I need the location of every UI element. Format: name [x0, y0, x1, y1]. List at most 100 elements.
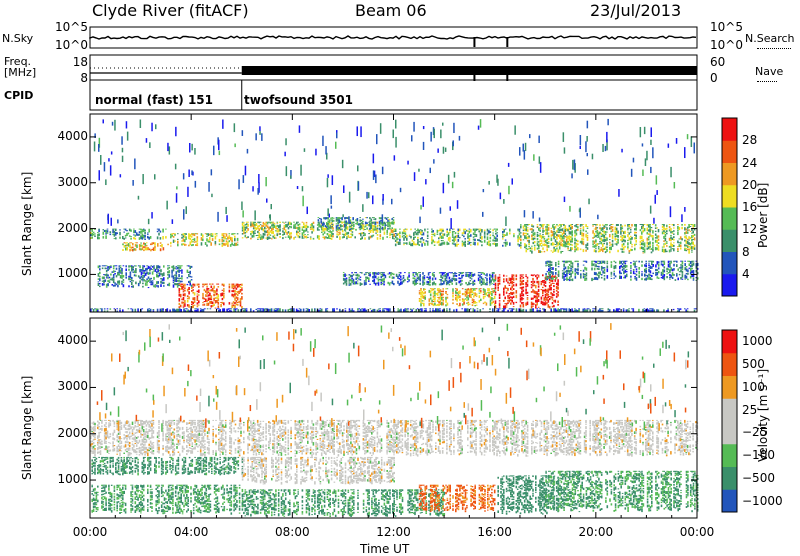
heatmap-cell-band-10	[430, 290, 432, 292]
heatmap-cell-band-13	[352, 310, 354, 312]
heatmap-cell-band-13	[288, 309, 290, 312]
heatmap-cell-band-6	[687, 245, 689, 246]
heatmap-cell-band-13	[379, 308, 381, 309]
heatmap-cell-band-11	[545, 294, 547, 296]
heatmap-cell-band-9	[378, 277, 380, 278]
heatmap-cell-band-2	[195, 233, 197, 234]
heatmap-cell-band-8	[191, 304, 193, 305]
heatmap-cell-band-7	[159, 270, 161, 272]
heatmap-cell-band-9	[418, 277, 420, 280]
heatmap-cell-band-0	[91, 451, 93, 453]
heatmap-cell-band-6	[539, 227, 541, 229]
heatmap-cell-band-0	[140, 229, 142, 230]
heatmap-cell-band-0	[126, 441, 128, 442]
heatmap-cell-band-3	[264, 230, 266, 232]
heatmap-cell-band-10	[420, 303, 422, 306]
heatmap-cell-band-6	[615, 236, 617, 237]
heatmap-speckle	[327, 174, 329, 178]
heatmap-cell-band-3	[304, 234, 306, 235]
heatmap-cell-band-6	[553, 231, 555, 233]
heatmap-cell-band-13	[311, 309, 313, 312]
heatmap-cell-band-6	[602, 227, 604, 230]
heatmap-cell-band-9	[372, 272, 374, 274]
heatmap-cell-band-4	[365, 225, 367, 226]
heatmap-cell-band-5	[474, 230, 476, 233]
heatmap-cell-band-6	[597, 237, 599, 238]
heatmap-cell-band-7	[156, 281, 158, 284]
heatmap-cell-band-2	[177, 244, 179, 247]
heatmap-cell-band-0	[98, 233, 100, 236]
heatmap-cell-band-4	[366, 224, 368, 226]
heatmap-cell-band-1	[125, 245, 127, 247]
heatmap-cell-band-5	[488, 230, 490, 233]
heatmap-cell-band-11	[521, 295, 523, 297]
heatmap-cell-band-0	[225, 436, 227, 439]
heatmap-cell-band-6	[527, 229, 529, 232]
heatmap-cell-band-3	[274, 225, 276, 228]
heatmap-speckle	[183, 209, 185, 219]
heatmap-cell-band-1	[132, 249, 134, 251]
heatmap-cell-band-1	[135, 248, 137, 251]
heatmap-cell-band-0	[144, 239, 146, 241]
heatmap-cell-band-8	[241, 293, 243, 295]
heatmap-cell-band-12	[586, 261, 588, 263]
heatmap-cell-band-9	[428, 272, 430, 275]
heatmap-cell-band-13	[684, 308, 686, 309]
heatmap-cell-band-6	[663, 232, 665, 234]
heatmap-cell-band-10	[441, 293, 443, 296]
heatmap-cell-band-0	[103, 229, 105, 230]
heatmap-cell-band-12	[558, 261, 560, 263]
heatmap-cell-band-4	[357, 221, 359, 223]
heatmap-cell-band-0	[115, 232, 117, 236]
heatmap-cell-band-0	[172, 446, 174, 448]
heatmap-cell-band-0	[183, 442, 185, 444]
heatmap-cell-band-11	[521, 276, 523, 277]
heatmap-cell-band-0	[225, 422, 227, 424]
heatmap-cell-band-0	[176, 446, 178, 449]
heatmap-cell-band-0	[204, 440, 206, 442]
heatmap-cell-band-13	[318, 310, 320, 312]
heatmap-cell-band-6	[581, 235, 583, 237]
heatmap-cell-band-13	[582, 309, 584, 312]
heatmap-cell-band-9	[422, 272, 424, 275]
heatmap-cell-band-3	[254, 233, 256, 234]
heatmap-cell-band-3	[295, 237, 297, 238]
heatmap-cell-band-13	[466, 308, 468, 312]
heatmap-cell-band-7	[144, 275, 146, 278]
heatmap-cell-band-2	[192, 239, 194, 240]
heatmap-speckle	[284, 152, 286, 157]
heatmap-cell-band-6	[603, 248, 605, 250]
heatmap-cell-band-9	[465, 274, 467, 278]
heatmap-cell-band-7	[176, 283, 178, 285]
heatmap-cell-band-11	[532, 282, 534, 284]
heatmap-cell-band-9	[381, 282, 383, 284]
heatmap-cell-band-0	[204, 428, 206, 430]
velocity-data-layer	[90, 323, 699, 517]
heatmap-cell-band-9	[408, 279, 410, 281]
heatmap-cell-band-13	[542, 308, 544, 309]
heatmap-cell-band-1	[150, 244, 152, 246]
heatmap-cell-band-11	[509, 283, 511, 284]
heatmap-cell-band-7	[155, 284, 157, 285]
heatmap-speckle	[670, 167, 672, 177]
heatmap-speckle	[252, 186, 254, 191]
heatmap-cell-band-5	[403, 235, 405, 236]
heatmap-cell-band-9	[393, 274, 395, 276]
heatmap-cell-band-0	[208, 428, 210, 431]
heatmap-cell-band-0	[235, 439, 237, 441]
heatmap-cell-band-0	[135, 436, 137, 439]
heatmap-cell-band-0	[193, 448, 195, 450]
heatmap-cell-band-6	[640, 229, 642, 231]
heatmap-cell-band-11	[557, 294, 559, 297]
heatmap-cell-band-11	[510, 288, 512, 291]
heatmap-cell-band-11	[534, 295, 536, 298]
heatmap-cell-band-3	[297, 235, 299, 238]
heatmap-cell-band-3	[260, 227, 262, 230]
heatmap-cell-band-8	[241, 287, 243, 288]
heatmap-cell-band-2	[177, 239, 179, 240]
heatmap-cell-band-6	[542, 244, 544, 246]
heatmap-cell-band-3	[267, 237, 269, 240]
heatmap-cell-band-11	[504, 297, 506, 300]
heatmap-cell-band-12	[611, 265, 613, 268]
heatmap-cell-band-13	[271, 308, 273, 311]
